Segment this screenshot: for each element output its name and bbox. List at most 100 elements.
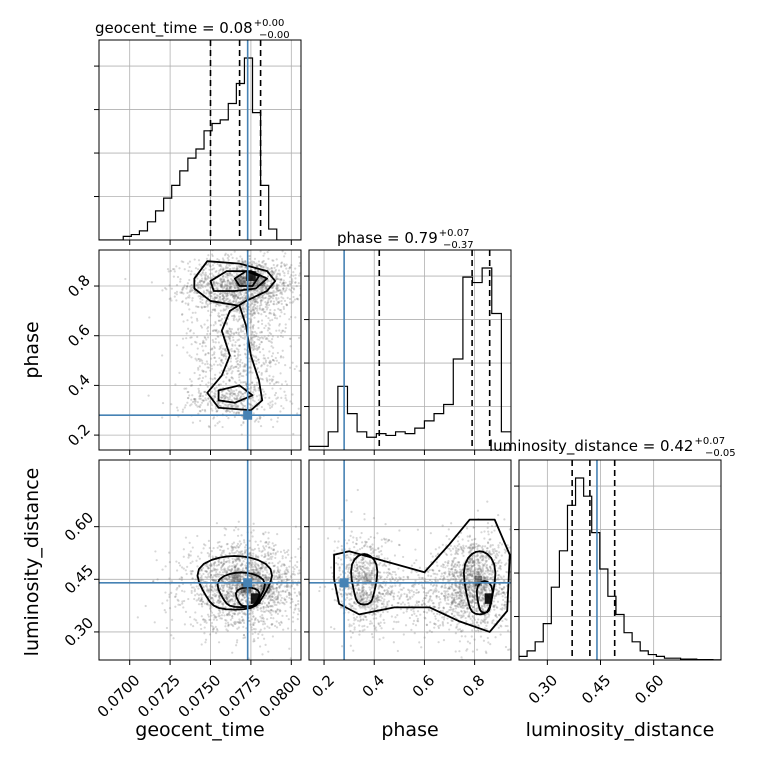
sample-point-862 <box>231 280 235 283</box>
sample-point-906 <box>225 597 228 600</box>
sample-point-318 <box>454 551 458 554</box>
sample-point-1252 <box>261 563 265 566</box>
sample-point-984 <box>283 312 286 316</box>
sample-point-1321 <box>230 278 234 282</box>
sample-point-1919 <box>306 337 308 339</box>
sample-point-969 <box>236 286 239 289</box>
sample-point-1491 <box>203 335 206 339</box>
sample-point-467 <box>228 300 231 303</box>
sample-point-161 <box>471 565 474 568</box>
sample-point-956 <box>306 288 308 290</box>
sample-point-381 <box>257 584 260 588</box>
sample-point-430 <box>230 569 233 572</box>
sample-point-1545 <box>213 346 216 350</box>
sample-point-2414 <box>226 396 230 399</box>
sample-point-321 <box>451 567 454 570</box>
sample-point-29 <box>481 588 484 591</box>
sample-point-817 <box>226 274 230 277</box>
sample-point-2024 <box>204 353 207 357</box>
sample-point-2390 <box>222 394 225 397</box>
sample-point-565 <box>273 271 276 274</box>
sample-point-533 <box>272 270 275 274</box>
sample-point-346 <box>504 563 507 566</box>
sample-point-0 <box>454 579 457 582</box>
sample-point-1861 <box>227 330 230 333</box>
sample-point-1651 <box>275 589 278 592</box>
sample-point-1995 <box>289 337 292 340</box>
sample-point-1123 <box>200 274 203 277</box>
sample-point-1721 <box>243 343 246 346</box>
sample-point-219 <box>230 293 234 296</box>
sample-point-520 <box>191 296 194 300</box>
sample-point-972 <box>275 587 278 590</box>
sample-point-963 <box>268 311 272 314</box>
sample-point-285 <box>265 541 268 544</box>
sample-point-636 <box>261 573 264 577</box>
sample-point-365 <box>276 272 279 275</box>
sample-point-455 <box>229 287 232 290</box>
sample-point-2169 <box>270 418 273 421</box>
sample-point-1290 <box>283 284 286 287</box>
sample-point-331 <box>274 598 278 601</box>
sample-point-1551 <box>224 528 228 531</box>
sample-point-879 <box>227 577 231 580</box>
sample-point-716 <box>235 294 238 297</box>
sample-point-1748 <box>201 369 204 372</box>
sample-point-1185 <box>257 287 260 290</box>
sample-point-1023 <box>233 580 236 583</box>
sample-point-1535 <box>205 360 208 363</box>
sample-point-1264 <box>173 270 176 273</box>
sample-point-380 <box>303 601 305 603</box>
sample-point-1766 <box>275 598 278 601</box>
sample-point-1947 <box>262 337 265 340</box>
sample-point-536 <box>189 288 192 291</box>
sample-point-391 <box>262 546 266 550</box>
sample-point-629 <box>264 565 267 568</box>
sample-point-256 <box>472 605 475 609</box>
sample-point-15 <box>283 572 286 575</box>
sample-point-1325 <box>225 265 228 268</box>
sample-point-1762 <box>185 337 188 340</box>
sample-point-213 <box>248 612 251 615</box>
sample-point-1599 <box>229 586 232 589</box>
sample-point-1504 <box>298 569 301 572</box>
sample-point-1305 <box>211 625 214 628</box>
sample-point-1253 <box>199 578 202 582</box>
sample-point-1145 <box>229 623 233 626</box>
sample-point-478 <box>469 568 473 571</box>
sample-point-283 <box>434 555 438 558</box>
sample-point-1572 <box>263 335 266 338</box>
sample-point-358 <box>237 626 241 629</box>
sample-point-973 <box>165 288 168 291</box>
sample-point-538 <box>196 285 200 288</box>
sample-point-1786 <box>256 586 259 589</box>
sample-point-1752 <box>272 375 275 378</box>
sample-point-2191 <box>219 404 222 408</box>
sample-point-329 <box>243 280 246 283</box>
sample-point-218 <box>482 587 486 590</box>
sample-point-726 <box>223 567 226 570</box>
sample-point-1382 <box>180 576 183 579</box>
sample-point-1360 <box>242 590 246 593</box>
sample-point-1886 <box>232 338 235 342</box>
sample-point-1422 <box>238 373 242 376</box>
sample-point-204 <box>218 295 222 299</box>
sample-point-1245 <box>255 583 259 586</box>
sample-point-1807 <box>230 568 233 571</box>
sample-point-14 <box>437 590 440 593</box>
sample-point-1637 <box>233 354 237 357</box>
sample-point-1326 <box>242 539 246 542</box>
sample-point-554 <box>219 278 222 281</box>
sample-point-2313 <box>181 410 184 413</box>
sample-point-53 <box>248 601 251 604</box>
sample-point-1311 <box>228 281 231 284</box>
sample-point-1043 <box>265 285 268 288</box>
sample-point-2269 <box>213 387 216 390</box>
sample-point-1135 <box>252 294 255 297</box>
sample-point-2167 <box>194 398 197 401</box>
sample-point-2366 <box>254 388 257 391</box>
sample-point-175 <box>450 567 453 571</box>
sample-point-150 <box>450 564 453 567</box>
sample-point-1586 <box>265 577 268 580</box>
sample-point-220 <box>290 598 293 601</box>
